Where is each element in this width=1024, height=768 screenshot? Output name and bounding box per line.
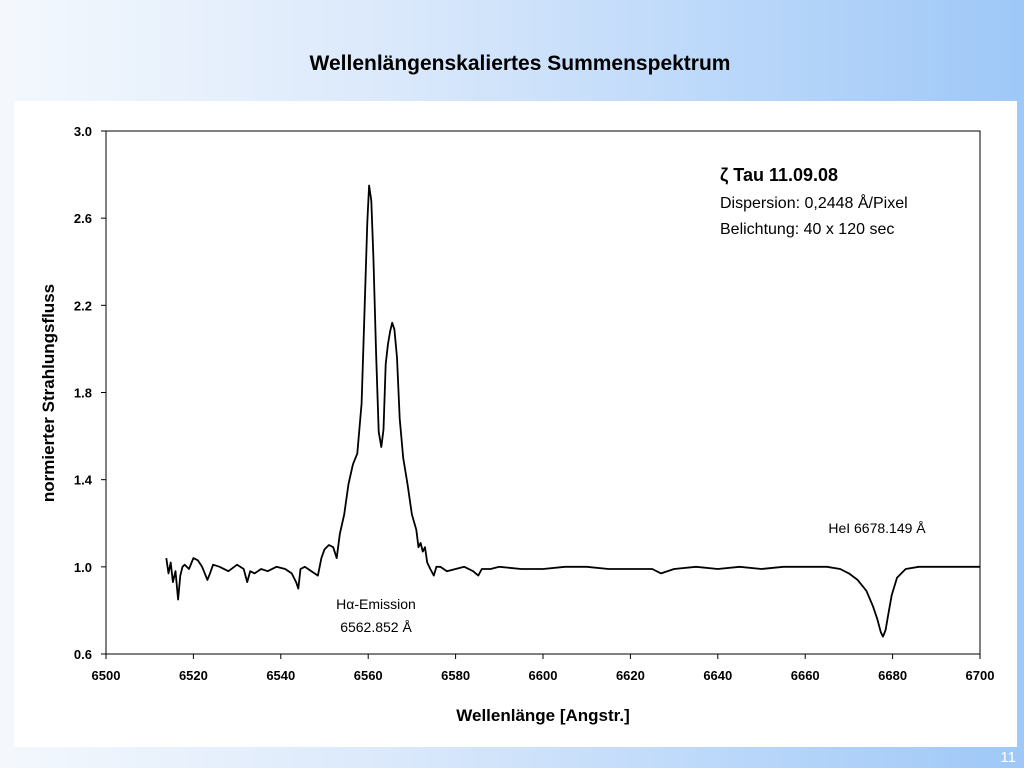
y-tick-label: 1.0 <box>74 560 92 575</box>
x-tick-label: 6580 <box>441 668 470 683</box>
info-box-dispersion: Dispersion: 0,2448 Å/Pixel <box>720 193 908 212</box>
slide-title: Wellenlängenskaliertes Summenspektrum <box>309 52 731 75</box>
x-tick-label: 6520 <box>179 668 208 683</box>
halpha-annotation-wavelength: 6562.852 Å <box>340 619 412 635</box>
info-box-title: ζ Tau 11.09.08 <box>720 165 838 186</box>
x-tick-label: 6680 <box>878 668 907 683</box>
spectrum-chart: 6500 6520 6540 6560 6580 6600 6620 6640 6660 6680… <box>39 124 995 725</box>
y-tick-label: 0.6 <box>74 647 92 662</box>
y-tick-label: 2.2 <box>74 298 92 313</box>
x-tick-label: 6500 <box>92 668 121 683</box>
y-tick-label: 1.4 <box>74 473 93 488</box>
x-tick-label: 6640 <box>703 668 732 683</box>
x-axis-title: Wellenlänge [Angstr.] <box>456 706 630 725</box>
y-axis-title: normierter Strahlungsfluss <box>39 284 58 502</box>
x-tick-label: 6700 <box>966 668 995 683</box>
x-tick-label: 6660 <box>791 668 820 683</box>
halpha-annotation-label: Hα-Emission <box>336 596 416 612</box>
y-tick-label: 3.0 <box>74 124 92 139</box>
x-tick-label: 6560 <box>354 668 383 683</box>
info-box-exposure: Belichtung: 40 x 120 sec <box>720 221 894 238</box>
y-tick-label: 2.6 <box>74 211 92 226</box>
y-axis: 0.6 1.0 1.4 1.8 2.2 2.6 3.0 <box>74 124 106 662</box>
x-tick-label: 6620 <box>616 668 645 683</box>
x-tick-label: 6540 <box>266 668 295 683</box>
y-tick-label: 1.8 <box>74 386 92 401</box>
page-number: 11 <box>1000 749 1016 766</box>
spectrum-line <box>165 184 980 638</box>
x-axis: 6500 6520 6540 6560 6580 6600 6620 6640 6660 6680… <box>92 654 995 683</box>
x-tick-label: 6600 <box>529 668 558 683</box>
chart-panel: 6500 6520 6540 6560 6580 6600 6620 6640 6660 6680… <box>14 101 1017 747</box>
hei-annotation: HeI 6678.149 Å <box>828 520 926 536</box>
